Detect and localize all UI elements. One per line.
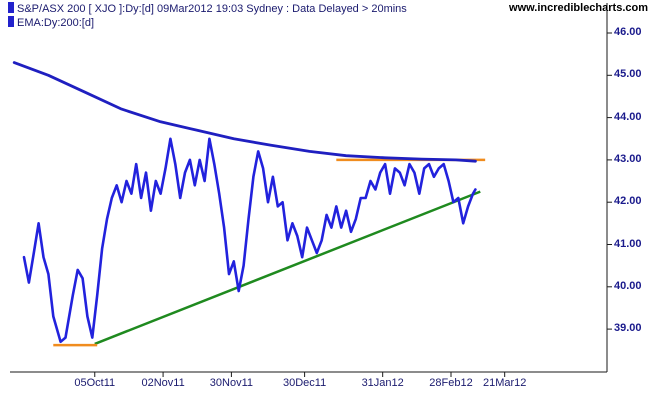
x-tick-label: 21Mar12 (482, 377, 527, 389)
legend-ema-label: EMA:Dy:200:[d] (17, 17, 95, 29)
ema-series-line (12, 61, 477, 163)
trendline-line (94, 190, 481, 346)
x-tick-label: 30Nov11 (209, 377, 253, 389)
y-tick-label: 42.00 (614, 195, 642, 208)
x-tick-label: 30Dec11 (282, 377, 327, 389)
x-tick-label: 05Oct11 (74, 377, 116, 389)
plot-area (10, 3, 607, 372)
x-tick-label: 28Feb12 (429, 377, 473, 389)
legend-price-label: S&P/ASX 200 [ XJO ]:Dy:[d] 09Mar2012 19:… (17, 3, 407, 15)
y-tick-label: 43.00 (614, 152, 642, 165)
legend-price: S&P/ASX 200 [ XJO ]:Dy:[d] 09Mar2012 19:… (8, 2, 407, 15)
price-series-line (22, 137, 477, 344)
y-tick-label: 39.00 (614, 322, 642, 335)
x-tick-label: 31Jan12 (361, 377, 404, 389)
y-tick-label: 41.00 (614, 237, 642, 250)
y-tick-label: 40.00 (614, 279, 642, 292)
y-tick-label: 45.00 (614, 68, 642, 81)
y-tick-label: 46.00 (614, 26, 642, 38)
price-swatch (8, 2, 14, 13)
legend-ema: EMA:Dy:200:[d] (8, 16, 94, 29)
x-tick-label: 02Nov11 (141, 377, 185, 389)
y-tick-label: 44.00 (614, 110, 642, 123)
ema-swatch (8, 16, 14, 27)
site-url[interactable]: www.incrediblecharts.com (509, 2, 648, 14)
